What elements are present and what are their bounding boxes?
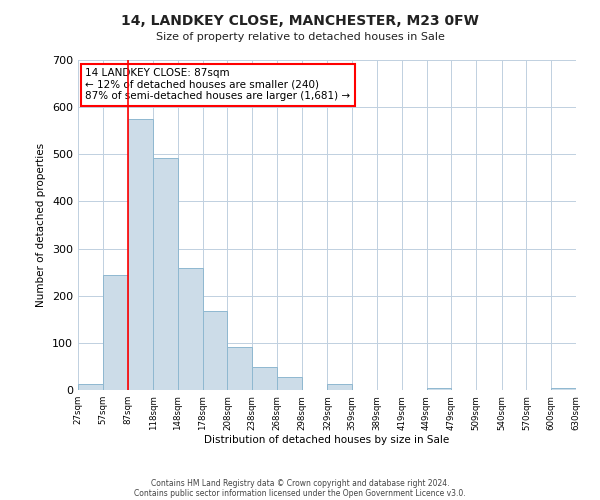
Bar	[551, 388, 576, 390]
Bar	[153, 158, 178, 390]
Text: Size of property relative to detached houses in Sale: Size of property relative to detached ho…	[155, 32, 445, 42]
Text: 14 LANDKEY CLOSE: 87sqm
← 12% of detached houses are smaller (240)
87% of semi-d: 14 LANDKEY CLOSE: 87sqm ← 12% of detache…	[85, 68, 350, 102]
Text: Contains public sector information licensed under the Open Government Licence v3: Contains public sector information licen…	[134, 488, 466, 498]
Bar	[328, 384, 352, 390]
Bar	[227, 347, 252, 390]
Bar	[277, 378, 302, 390]
Bar	[252, 368, 277, 390]
Bar	[427, 388, 451, 390]
Bar	[103, 275, 128, 390]
Bar	[128, 119, 153, 390]
Bar	[78, 384, 103, 390]
Bar	[178, 268, 203, 390]
Text: Contains HM Land Registry data © Crown copyright and database right 2024.: Contains HM Land Registry data © Crown c…	[151, 478, 449, 488]
Text: 14, LANDKEY CLOSE, MANCHESTER, M23 0FW: 14, LANDKEY CLOSE, MANCHESTER, M23 0FW	[121, 14, 479, 28]
X-axis label: Distribution of detached houses by size in Sale: Distribution of detached houses by size …	[205, 436, 449, 446]
Y-axis label: Number of detached properties: Number of detached properties	[37, 143, 46, 307]
Bar	[203, 311, 227, 390]
